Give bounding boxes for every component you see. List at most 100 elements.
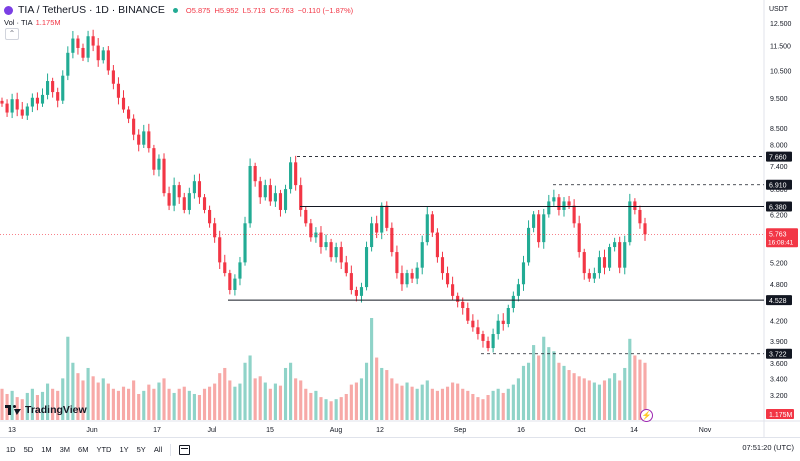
utc-clock[interactable]: 07:51:20 (UTC) [742,443,794,452]
volume-bar [375,357,379,420]
x-tick-label: 15 [266,427,274,434]
candle-body [380,205,384,233]
volume-label[interactable]: Vol · TIA [4,18,33,27]
volume-bar [557,362,561,420]
y-tick-label: 8.500 [770,126,788,133]
candle-body [182,197,186,210]
candle-body [425,214,429,243]
candle-body [334,247,338,258]
volume-bar [466,390,470,420]
change-value: −0.110 (−1.87%) [297,5,354,15]
level-tag [766,179,792,190]
volume-bar [86,367,90,420]
candle-body [445,273,450,285]
candle-body [547,201,551,215]
candle-body [607,247,612,268]
volume-bar [91,376,95,420]
candle-body [592,273,596,279]
timeframe-1y[interactable]: 1Y [119,445,129,454]
volume-bar [400,385,404,420]
candle-body [243,223,247,263]
candle-body [81,47,85,58]
candle-body [506,308,510,324]
level-label: 4.528 [769,298,787,305]
candle-body [197,181,202,198]
candle-body [435,232,439,258]
volume-bar [592,382,596,420]
level-label: 7.660 [769,155,787,162]
y-tick-label: 12.500 [770,21,792,28]
level-tag [766,151,792,162]
candle-body [5,103,9,113]
currency-label[interactable]: USDT [769,6,789,13]
volume-bar [410,386,414,420]
candle-body [501,320,505,324]
candle-body [294,162,298,186]
timeframe-1m[interactable]: 1M [41,445,52,454]
candle-body [15,99,19,110]
candle-body [167,193,171,206]
tradingview-logo[interactable]: TradingView [5,404,87,416]
volume-bar [354,382,358,420]
y-tick-label: 3.400 [770,376,788,383]
timeframe-all[interactable]: All [153,445,163,454]
volume-bar [132,380,136,420]
candle-body [542,214,546,243]
timeframe-5d[interactable]: 5D [23,445,34,454]
volume-bar [516,378,520,420]
volume-bar [532,345,536,420]
current-price-tag [766,228,798,248]
volume-bar [233,386,237,420]
volume-bar [638,359,642,420]
candle-body [613,242,617,248]
volume-bar [547,347,551,420]
volume-bar [197,395,202,420]
candle-body [451,284,455,296]
volume-bar [278,385,283,420]
volume-bar [208,386,212,420]
volume-bar [582,378,586,420]
volume-bar [182,386,186,420]
x-tick-label: 17 [153,427,161,434]
timeframe-3m[interactable]: 3M [59,445,71,454]
volume-bar [572,373,576,420]
volume-legend: Vol · TIA 1.175M [4,18,61,27]
volume-bar [213,383,217,420]
lightning-icon[interactable]: ⚡ [640,409,653,422]
timeframe-1d[interactable]: 1D [6,445,16,454]
candle-body [208,209,212,224]
volume-bar [602,380,607,420]
volume-bar [552,351,556,420]
volume-bar [587,380,591,420]
volume-bar [177,388,181,420]
y-tick-label: 3.600 [770,361,788,368]
candle-body [56,92,60,101]
timeframe-ytd[interactable]: YTD [96,445,112,454]
bottom-toolbar: 1D 5D 1M 3M 6M YTD 1Y 5Y All [0,437,800,461]
timeframe-5y[interactable]: 5Y [136,445,146,454]
volume-bar [364,362,369,420]
candle-body [76,38,80,48]
candle-body [339,247,343,263]
volume-bar [623,367,627,420]
volume-bar [405,382,409,420]
candle-body [385,205,389,228]
price-chart[interactable]: 12.500 11.500 10.500 9.500 8.500 8.000 7.400 6.… [0,0,800,437]
symbol-title[interactable]: TIA / TetherUS · 1D · BINANCE [18,4,165,16]
candle-body [430,214,434,233]
volume-bar [521,365,526,420]
collapse-legend-button[interactable]: ⌃ [5,28,19,40]
candle-body [299,185,303,210]
candle-body [471,320,475,328]
candle-body [415,267,419,279]
volume-bar [66,336,70,420]
candle-body [228,273,232,290]
candle-body [20,109,24,116]
current-price-label: 5.763 [769,231,787,238]
calendar-icon[interactable] [179,444,191,455]
level-label: 6.910 [769,183,787,190]
volume-bar [152,388,156,420]
candle-body [420,242,424,268]
timeframe-6m[interactable]: 6M [78,445,89,454]
volume-bar [147,384,151,420]
